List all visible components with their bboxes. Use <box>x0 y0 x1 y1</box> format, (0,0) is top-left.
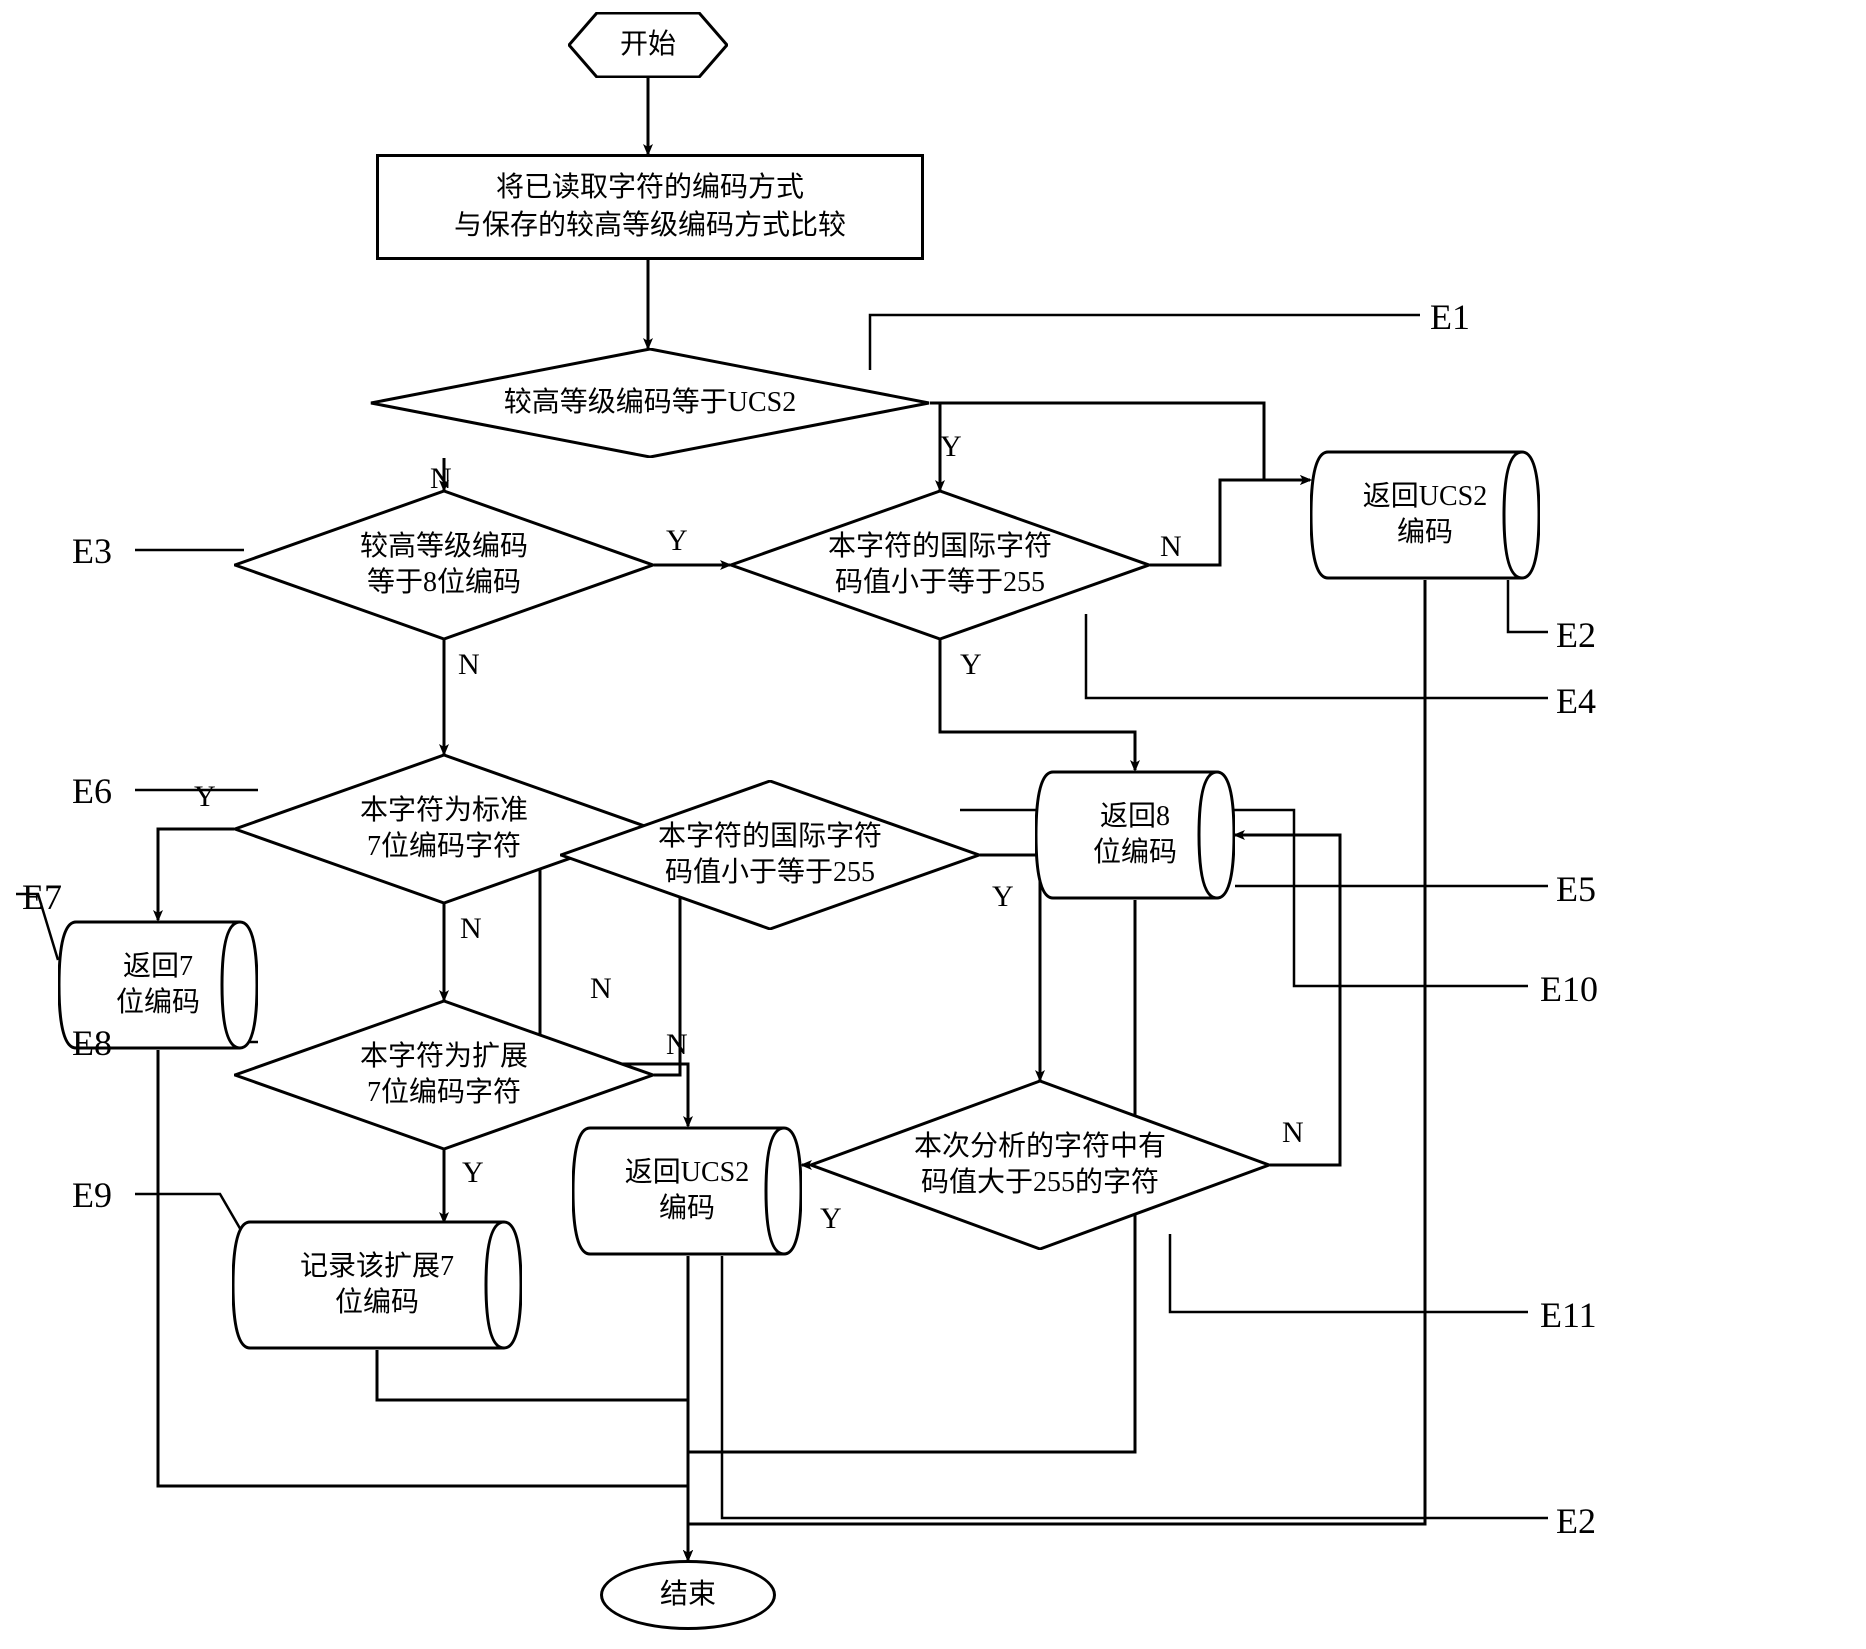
yn-e3_Y: Y <box>666 524 688 558</box>
yn-e10_N: N <box>590 972 612 1006</box>
yn-e4_N: N <box>1160 530 1182 564</box>
label-L_E11-text: E11 <box>1540 1295 1597 1335</box>
label-L_E6: E6 <box>72 770 112 812</box>
node-e3-text: 较高等级编码等于8位编码 <box>234 490 654 640</box>
label-L_E8-text: E8 <box>72 1023 112 1063</box>
label-L_E10-text: E10 <box>1540 969 1598 1009</box>
node-e10-text: 本字符的国际字符码值小于等于255 <box>560 780 980 930</box>
label-L_E4-text: E4 <box>1556 681 1596 721</box>
node-e4-text: 本字符的国际字符码值小于等于255 <box>730 490 1150 640</box>
node-e2b-text: 返回UCS2编码 <box>572 1126 802 1256</box>
yn-e11_N: N <box>1282 1116 1304 1150</box>
yn-e10_Y: Y <box>992 880 1014 914</box>
label-L_E2a: E2 <box>1556 614 1596 656</box>
edge-Le4-e4 <box>1086 614 1548 698</box>
yn-e8_Y: Y <box>462 1156 484 1190</box>
node-e2a-text: 返回UCS2编码 <box>1310 450 1540 580</box>
node-end-text: 结束 <box>660 1576 716 1614</box>
yn-e10_N-text: N <box>590 972 612 1005</box>
node-e9-text: 记录该扩展7位编码 <box>232 1220 522 1350</box>
label-L_E11: E11 <box>1540 1294 1597 1336</box>
edge-e1-e4 <box>930 403 940 490</box>
yn-e1_Y-text: Y <box>940 430 962 463</box>
label-L_E3: E3 <box>72 530 112 572</box>
yn-e4_Y: Y <box>960 648 982 682</box>
node-e1-text: 较高等级编码等于UCS2 <box>370 348 930 458</box>
yn-e1_N-text: N <box>430 462 452 495</box>
yn-e3_Y-text: Y <box>666 524 688 557</box>
node-end: 结束 <box>600 1560 776 1630</box>
label-L_E10: E10 <box>1540 968 1598 1010</box>
label-L_E8: E8 <box>72 1022 112 1064</box>
label-L_E2a-text: E2 <box>1556 615 1596 655</box>
node-e5-text: 返回8位编码 <box>1035 770 1235 900</box>
yn-e6_N: N <box>460 912 482 946</box>
yn-e3_N: N <box>458 648 480 682</box>
edge-e6-e7 <box>158 829 234 920</box>
node-start-text: 开始 <box>568 12 728 78</box>
label-L_E3-text: E3 <box>72 531 112 571</box>
yn-e4_N-text: N <box>1160 530 1182 563</box>
yn-e11_Y: Y <box>820 1202 842 1236</box>
label-L_E7-text: E7 <box>22 877 62 917</box>
node-start: 开始 <box>568 12 728 78</box>
node-e5: 返回8位编码 <box>1035 770 1235 900</box>
label-L_E1-text: E1 <box>1430 297 1470 337</box>
edge-Le2a-e2a <box>1508 580 1548 632</box>
label-L_E9-text: E9 <box>72 1175 112 1215</box>
yn-e8_N: N <box>666 1028 688 1062</box>
edge-Le1-e1 <box>870 315 1420 370</box>
flowchart-canvas: 开始将已读取字符的编码方式与保存的较高等级编码方式比较较高等级编码等于UCS2 较… <box>0 0 1866 1649</box>
node-e10: 本字符的国际字符码值小于等于255 <box>560 780 980 930</box>
label-L_E5: E5 <box>1556 868 1596 910</box>
yn-e11_Y-text: Y <box>820 1202 842 1235</box>
label-L_E1: E1 <box>1430 296 1470 338</box>
edge-e9-end <box>377 1350 688 1560</box>
node-e11-text: 本次分析的字符中有码值大于255的字符 <box>810 1080 1270 1250</box>
node-e11: 本次分析的字符中有码值大于255的字符 <box>810 1080 1270 1250</box>
yn-e11_N-text: N <box>1282 1116 1304 1149</box>
label-L_E2b: E2 <box>1556 1500 1596 1542</box>
label-L_E4: E4 <box>1556 680 1596 722</box>
edge-Le2b-e2b <box>722 1256 1548 1518</box>
yn-e8_N-text: N <box>666 1028 688 1061</box>
node-compare: 将已读取字符的编码方式与保存的较高等级编码方式比较 <box>376 154 924 260</box>
edge-e1-e2a <box>930 403 1310 480</box>
node-e1: 较高等级编码等于UCS2 <box>370 348 930 458</box>
node-e9: 记录该扩展7位编码 <box>232 1220 522 1350</box>
edge-e2a-end <box>688 580 1425 1560</box>
node-e4: 本字符的国际字符码值小于等于255 <box>730 490 1150 640</box>
label-L_E7: E7 <box>22 876 62 918</box>
label-L_E2b-text: E2 <box>1556 1501 1596 1541</box>
yn-e6_Y: Y <box>194 780 216 814</box>
yn-e6_N-text: N <box>460 912 482 945</box>
yn-e1_N: N <box>430 462 452 496</box>
node-e2a: 返回UCS2编码 <box>1310 450 1540 580</box>
yn-e6_Y-text: Y <box>194 780 216 813</box>
node-compare-text: 将已读取字符的编码方式与保存的较高等级编码方式比较 <box>454 169 846 245</box>
label-L_E9: E9 <box>72 1174 112 1216</box>
yn-e10_Y-text: Y <box>992 880 1014 913</box>
label-L_E6-text: E6 <box>72 771 112 811</box>
yn-e8_Y-text: Y <box>462 1156 484 1189</box>
yn-e3_N-text: N <box>458 648 480 681</box>
yn-e1_Y: Y <box>940 430 962 464</box>
node-e2b: 返回UCS2编码 <box>572 1126 802 1256</box>
yn-e4_Y-text: Y <box>960 648 982 681</box>
label-L_E5-text: E5 <box>1556 869 1596 909</box>
node-e3: 较高等级编码等于8位编码 <box>234 490 654 640</box>
